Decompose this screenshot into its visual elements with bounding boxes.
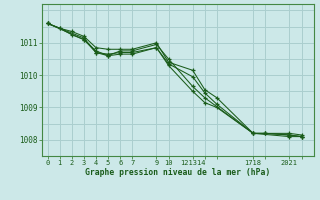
X-axis label: Graphe pression niveau de la mer (hPa): Graphe pression niveau de la mer (hPa) (85, 168, 270, 177)
